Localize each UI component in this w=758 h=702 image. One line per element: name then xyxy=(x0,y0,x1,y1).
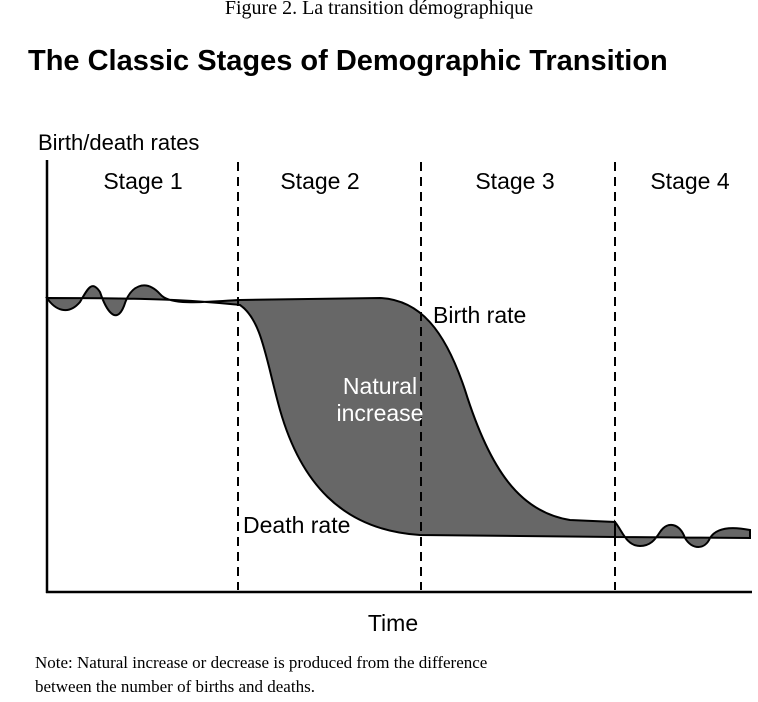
note: Note: Natural increase or decrease is pr… xyxy=(35,653,487,672)
note: between the number of births and deaths. xyxy=(35,677,315,696)
caption: Figure 2. La transition démographique xyxy=(225,0,533,19)
birth-rate-label: Birth rate xyxy=(433,302,526,328)
natural-increase-label: increase xyxy=(337,400,424,426)
x-axis-label: Time xyxy=(368,610,418,636)
stage4-fluctuation xyxy=(614,519,751,548)
title: The Classic Stages of Demographic Transi… xyxy=(28,45,668,77)
stage-label: Stage 3 xyxy=(475,168,554,194)
stage-label: Stage 2 xyxy=(280,168,359,194)
stage-label: Stage 1 xyxy=(103,168,182,194)
death-rate-label: Death rate xyxy=(243,512,350,538)
natural-increase-area xyxy=(45,284,616,539)
stage-label: Stage 4 xyxy=(650,168,729,194)
natural-increase-label: Natural xyxy=(343,373,417,399)
y-axis-label: Birth/death rates xyxy=(38,130,199,155)
